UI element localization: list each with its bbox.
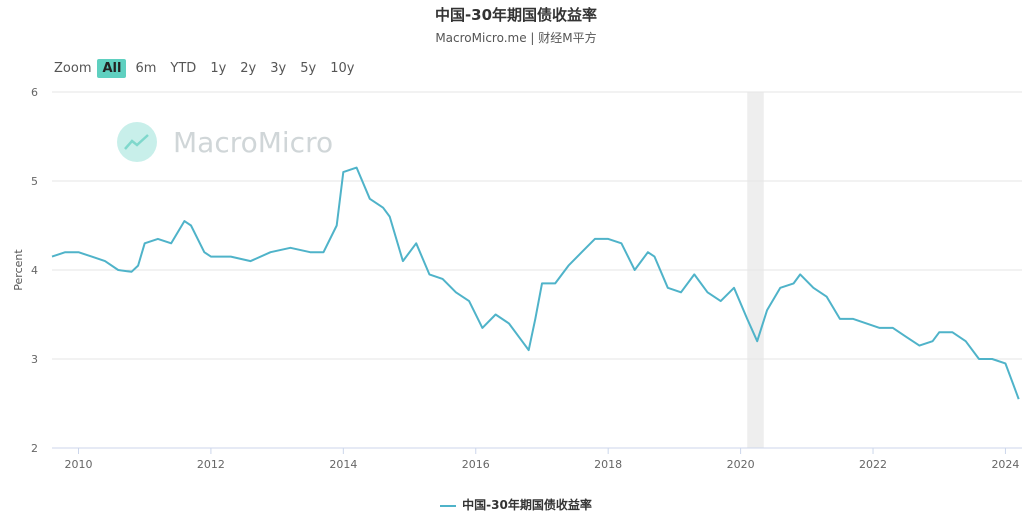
- macromicro-logo-icon: [117, 122, 157, 162]
- y-tick-label: 3: [31, 353, 38, 366]
- zoom-buttons: All 6m YTD 1y 2y 3y 5y 10y: [97, 58, 363, 78]
- watermark: MacroMicro: [117, 122, 333, 162]
- x-tick-label: 2024: [991, 458, 1019, 471]
- zoom-button-2y[interactable]: 2y: [240, 60, 257, 76]
- chart-subtitle: MacroMicro.me | 财经M平方: [435, 31, 597, 45]
- y-tick-label: 4: [31, 264, 38, 277]
- x-tick-label: 2020: [727, 458, 755, 471]
- y-tick-label: 5: [31, 175, 38, 188]
- x-tick-label: 2022: [859, 458, 887, 471]
- x-tick-label: 2018: [594, 458, 622, 471]
- zoom-button-3y[interactable]: 3y: [270, 60, 287, 76]
- watermark-text: MacroMicro: [173, 125, 334, 159]
- zoom-button-1y[interactable]: 1y: [210, 60, 227, 76]
- x-tick-label: 2010: [64, 458, 92, 471]
- x-tick-label: 2012: [197, 458, 225, 471]
- y-tick-label: 6: [31, 86, 38, 99]
- zoom-button-6m[interactable]: 6m: [135, 60, 157, 76]
- y-axis-label: Percent: [12, 249, 25, 291]
- chart-title: 中国-30年期国债收益率: [434, 6, 598, 24]
- legend[interactable]: 中国-30年期国债收益率: [0, 496, 1032, 513]
- legend-label: 中国-30年期国债收益率: [462, 498, 592, 512]
- x-tick-label: 2016: [462, 458, 490, 471]
- zoom-button-ytd[interactable]: YTD: [170, 60, 197, 76]
- zoom-button-all[interactable]: All: [97, 58, 127, 78]
- legend-swatch: [440, 504, 457, 507]
- series-line: [51, 166, 1020, 400]
- zoom-button-10y[interactable]: 10y: [330, 60, 355, 76]
- x-tick-label: 2014: [329, 458, 357, 471]
- y-tick-label: 2: [31, 442, 38, 455]
- zoom-button-5y[interactable]: 5y: [300, 60, 317, 76]
- zoom-bar: Zoom All 6m YTD 1y 2y 3y 5y 10y: [54, 57, 363, 79]
- zoom-label: Zoom: [54, 60, 92, 76]
